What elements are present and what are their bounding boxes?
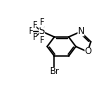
Text: F: F [40, 36, 44, 45]
Text: Br: Br [49, 67, 59, 76]
Text: F: F [40, 18, 44, 27]
Text: F: F [32, 33, 36, 42]
Text: F: F [32, 21, 36, 30]
Text: F: F [29, 27, 33, 36]
Text: S: S [39, 26, 45, 36]
Text: N: N [78, 27, 84, 36]
Text: O: O [85, 47, 92, 56]
